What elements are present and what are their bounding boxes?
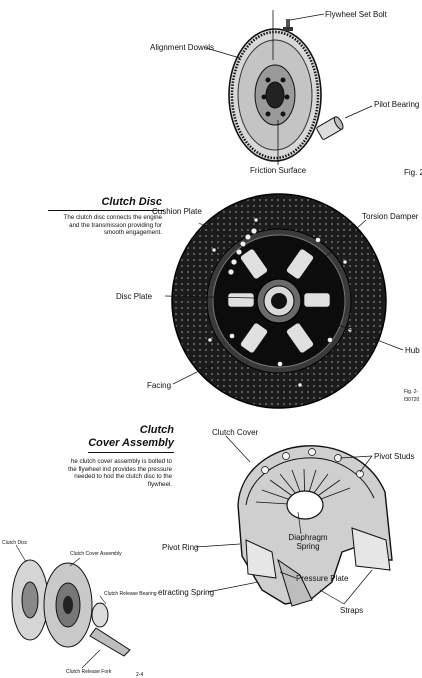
label-torsion-damper: Torsion Damper <box>362 212 419 221</box>
cover-assembly-title-line2: Cover Assembly <box>88 437 174 449</box>
fig-number-flywheel: Fig. 2 <box>404 168 422 177</box>
clutch-cover-drawing <box>195 435 393 607</box>
label-pilot-bearing: Pilot Bearing <box>374 100 420 109</box>
label-pressure-plate: Pressure Plate <box>296 574 349 583</box>
clutch-disc-description: The clutch disc connects the engine and … <box>63 214 162 237</box>
clutch-disc-title: Clutch Disc <box>101 196 162 208</box>
label-exploded-clutch-cover-assembly: Clutch Cover Assembly <box>70 551 122 557</box>
label-straps: Straps <box>340 606 364 615</box>
label-disc-plate: Disc Plate <box>116 292 153 301</box>
label-facing: Facing <box>147 381 172 390</box>
label-retracting-spring: etracting Spring <box>158 588 215 597</box>
fig-number-clutch-disc: Fig. 2- <box>404 389 419 395</box>
cover-assembly-description: he clutch cover assembly is bolted to th… <box>68 458 172 488</box>
cover-assembly-rule <box>88 452 174 453</box>
flywheel-drawing <box>205 10 373 165</box>
label-flywheel-set-bolt: Flywheel Set Bolt <box>325 10 387 19</box>
page-number: 2-4 <box>136 672 144 678</box>
label-pivot-ring: Pivot Ring <box>162 543 199 552</box>
label-alignment-dowels: Alignment Dowels <box>150 43 215 52</box>
cover-assembly-title-line1: Clutch <box>139 424 174 436</box>
label-exploded-clutch-release-fork: Clutch Release Fork <box>66 669 112 675</box>
label-clutch-cover: Clutch Cover <box>212 428 259 437</box>
label-pivot-studs: Pivot Studs <box>374 452 415 461</box>
clutch-disc-drawing <box>164 193 404 409</box>
label-exploded-clutch-release-bearing: Clutch Release Bearing <box>104 591 157 597</box>
exploded-view-drawing <box>11 544 131 669</box>
fig-code-clutch-disc: f30720 <box>404 397 420 403</box>
label-hub: Hub <box>405 346 420 355</box>
label-cushion-plate: Cushion Plate <box>152 207 202 216</box>
label-diaphragm-spring: Diaphragm Spring <box>288 533 328 551</box>
clutch-disc-rule <box>48 210 164 211</box>
label-exploded-clutch-disc: Clutch Disc <box>2 540 28 546</box>
label-friction-surface: Friction Surface <box>250 166 307 175</box>
